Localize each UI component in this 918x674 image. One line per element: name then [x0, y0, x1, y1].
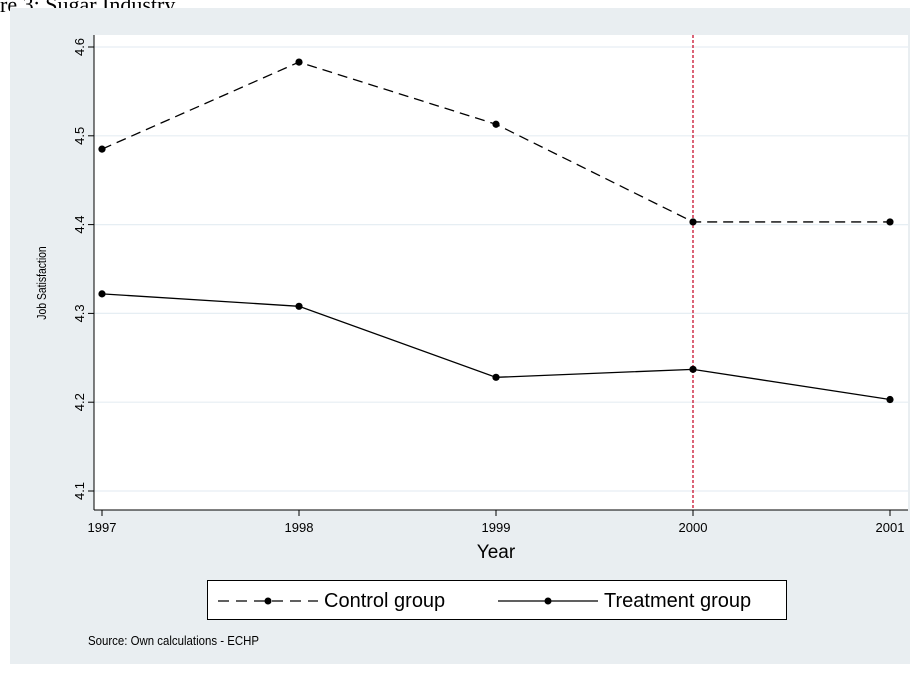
axes [88, 35, 908, 516]
y-tick-label: 4.6 [72, 38, 87, 56]
legend: Control group Treatment group [207, 580, 787, 620]
source-note: Source: Own calculations - ECHP [88, 633, 260, 648]
series-lines [98, 58, 894, 404]
y-tick-label: 4.3 [72, 304, 87, 322]
x-tick-label: 2001 [876, 520, 905, 535]
x-tick-label: 1997 [88, 520, 117, 535]
x-tick-label: 1998 [285, 520, 314, 535]
plot-area [94, 35, 908, 510]
y-tick-label: 4.1 [72, 482, 87, 500]
data-point-treatment [295, 302, 303, 310]
data-point-treatment [98, 290, 106, 298]
legend-label-control: Control group [324, 589, 446, 612]
x-tick-label: 1999 [482, 520, 511, 535]
data-point-control [295, 58, 303, 66]
legend-swatch-dashed [218, 597, 318, 605]
gridlines [94, 46, 908, 492]
x-tick-label: 2000 [679, 520, 708, 535]
y-tick-label: 4.5 [72, 127, 87, 145]
data-point-control [689, 218, 697, 226]
data-point-treatment [689, 365, 697, 373]
y-tick-label: 4.2 [72, 393, 87, 411]
data-point-control [98, 145, 106, 153]
tick-labels: 4.1 4.2 4.3 4.4 4.5 4.6 1997 1998 1999 2000 2001 [72, 38, 904, 535]
y-tick-label: 4.4 [72, 216, 87, 234]
legend-swatch-solid [498, 597, 598, 605]
data-point-control [492, 120, 500, 128]
data-point-treatment [886, 395, 894, 404]
x-axis-label: Year [477, 542, 516, 563]
legend-label-treatment: Treatment group [604, 589, 752, 612]
data-point-control [886, 218, 894, 226]
legend-item-treatment: Treatment group [498, 581, 751, 621]
y-axis-label: Job Satisfaction [35, 246, 49, 319]
data-point-treatment [492, 373, 500, 381]
legend-item-control: Control group [218, 581, 445, 621]
